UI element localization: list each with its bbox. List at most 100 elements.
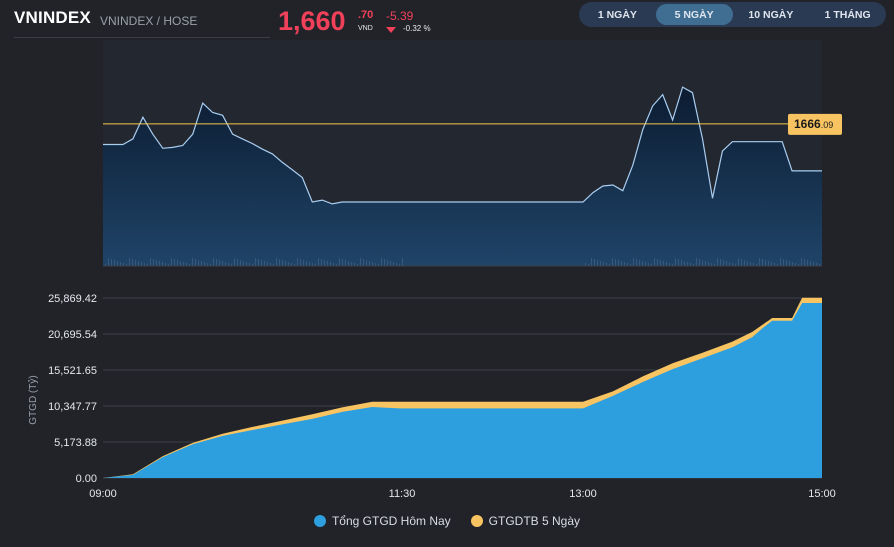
- volume-bar: [651, 264, 652, 266]
- volume-bar: [177, 260, 178, 266]
- value-y-tick-label: 15,521.65: [48, 365, 97, 377]
- volume-bar: [288, 262, 289, 266]
- volume-bar: [165, 263, 166, 266]
- volume-bar: [291, 263, 292, 266]
- volume-bar: [366, 260, 367, 266]
- volume-bar: [252, 264, 253, 266]
- volume-bar: [624, 262, 625, 266]
- volume-bar: [237, 259, 238, 266]
- tab-1-day[interactable]: 1 NGÀY: [597, 8, 637, 21]
- volume-bar: [276, 258, 277, 266]
- volume-bar: [312, 263, 313, 266]
- volume-bar: [126, 264, 127, 266]
- volume-bar: [618, 260, 619, 266]
- volume-bar: [684, 261, 685, 266]
- volume-bar: [348, 261, 349, 266]
- volume-bar: [285, 261, 286, 266]
- volume-bar: [153, 259, 154, 266]
- down-arrow-icon: [386, 27, 396, 33]
- volume-bar: [687, 262, 688, 266]
- volume-bar: [270, 263, 271, 266]
- volume-bar: [309, 262, 310, 266]
- value-x-tick-label: 15:00: [808, 488, 836, 500]
- volume-bar: [297, 258, 298, 266]
- legend-avg-swatch: [470, 515, 483, 527]
- series-today-value: [103, 303, 822, 478]
- legend-item-avg[interactable]: GTGDTB 5 Ngày: [470, 514, 581, 528]
- volume-bar: [771, 262, 772, 266]
- volume-bar: [675, 258, 676, 266]
- volume-bar: [738, 258, 739, 266]
- volume-bar: [765, 260, 766, 266]
- tab-5-days[interactable]: 5 NGÀY: [655, 4, 733, 25]
- volume-bar: [780, 258, 781, 266]
- volume-bar: [402, 258, 403, 266]
- volume-bar: [129, 258, 130, 266]
- volume-bar: [210, 264, 211, 266]
- volume-bar: [330, 262, 331, 266]
- volume-bar: [351, 262, 352, 266]
- volume-bar: [804, 259, 805, 266]
- timeframe-tabs: 1 NGÀY 5 NGÀY 10 NGÀY 1 THÁNG: [579, 2, 886, 27]
- volume-bars: [105, 258, 820, 266]
- price-change: -5.39: [386, 9, 414, 23]
- volume-bar: [201, 261, 202, 266]
- value-y-tick-label: 10,347.77: [48, 401, 97, 413]
- volume-bar: [693, 264, 694, 266]
- value-x-tick-label: 11:30: [389, 488, 416, 500]
- volume-bar: [774, 263, 775, 266]
- volume-bar: [375, 263, 376, 266]
- tab-10-days[interactable]: 10 NGÀY: [748, 8, 794, 21]
- volume-bar: [648, 263, 649, 266]
- tab-1-month[interactable]: 1 THÁNG: [824, 8, 871, 21]
- volume-bar: [225, 262, 226, 266]
- volume-bar: [264, 261, 265, 266]
- volume-bar: [783, 259, 784, 266]
- volume-bar: [357, 264, 358, 266]
- legend-today-swatch: [313, 515, 326, 527]
- volume-bar: [123, 263, 124, 266]
- volume-bar: [588, 264, 589, 266]
- volume-bar: [315, 264, 316, 266]
- index-title: VNINDEX: [14, 8, 91, 27]
- volume-bar: [600, 261, 601, 266]
- value-x-tick-label: 13:00: [569, 488, 597, 500]
- volume-bar: [702, 260, 703, 266]
- volume-bar: [138, 261, 139, 266]
- volume-bar: [735, 264, 736, 266]
- volume-bar: [108, 258, 109, 266]
- volume-bar: [729, 262, 730, 266]
- volume-bar: [174, 259, 175, 266]
- volume-bar: [798, 264, 799, 266]
- volume-bar: [615, 259, 616, 266]
- volume-bar: [393, 262, 394, 266]
- volume-bar: [318, 258, 319, 266]
- index-subtitle: VNINDEX / HOSE: [100, 14, 198, 28]
- volume-bar: [609, 264, 610, 266]
- volume-bar: [777, 264, 778, 266]
- volume-bar: [603, 262, 604, 266]
- volume-bar: [300, 259, 301, 266]
- volume-bar: [759, 258, 760, 266]
- volume-bar: [726, 261, 727, 266]
- volume-bar: [198, 260, 199, 266]
- volume-bar: [114, 260, 115, 266]
- volume-bar: [132, 259, 133, 266]
- volume-bar: [813, 262, 814, 266]
- volume-bar: [369, 261, 370, 266]
- value-y-ticks: 25,869.42 20,695.54 15,521.65 10,347.77 5,17…: [48, 293, 97, 485]
- volume-bar: [660, 260, 661, 266]
- volume-bar: [633, 258, 634, 266]
- volume-bar: [636, 259, 637, 266]
- volume-bar: [327, 261, 328, 266]
- volume-bar: [663, 261, 664, 266]
- volume-bar: [333, 263, 334, 266]
- legend-item-today[interactable]: Tổng GTGD Hôm Nay: [313, 514, 451, 528]
- volume-bar: [723, 260, 724, 266]
- legend-avg-label: GTGDTB 5 Ngày: [488, 514, 581, 528]
- volume-bar: [699, 259, 700, 266]
- volume-bar: [321, 259, 322, 266]
- volume-bar: [642, 261, 643, 266]
